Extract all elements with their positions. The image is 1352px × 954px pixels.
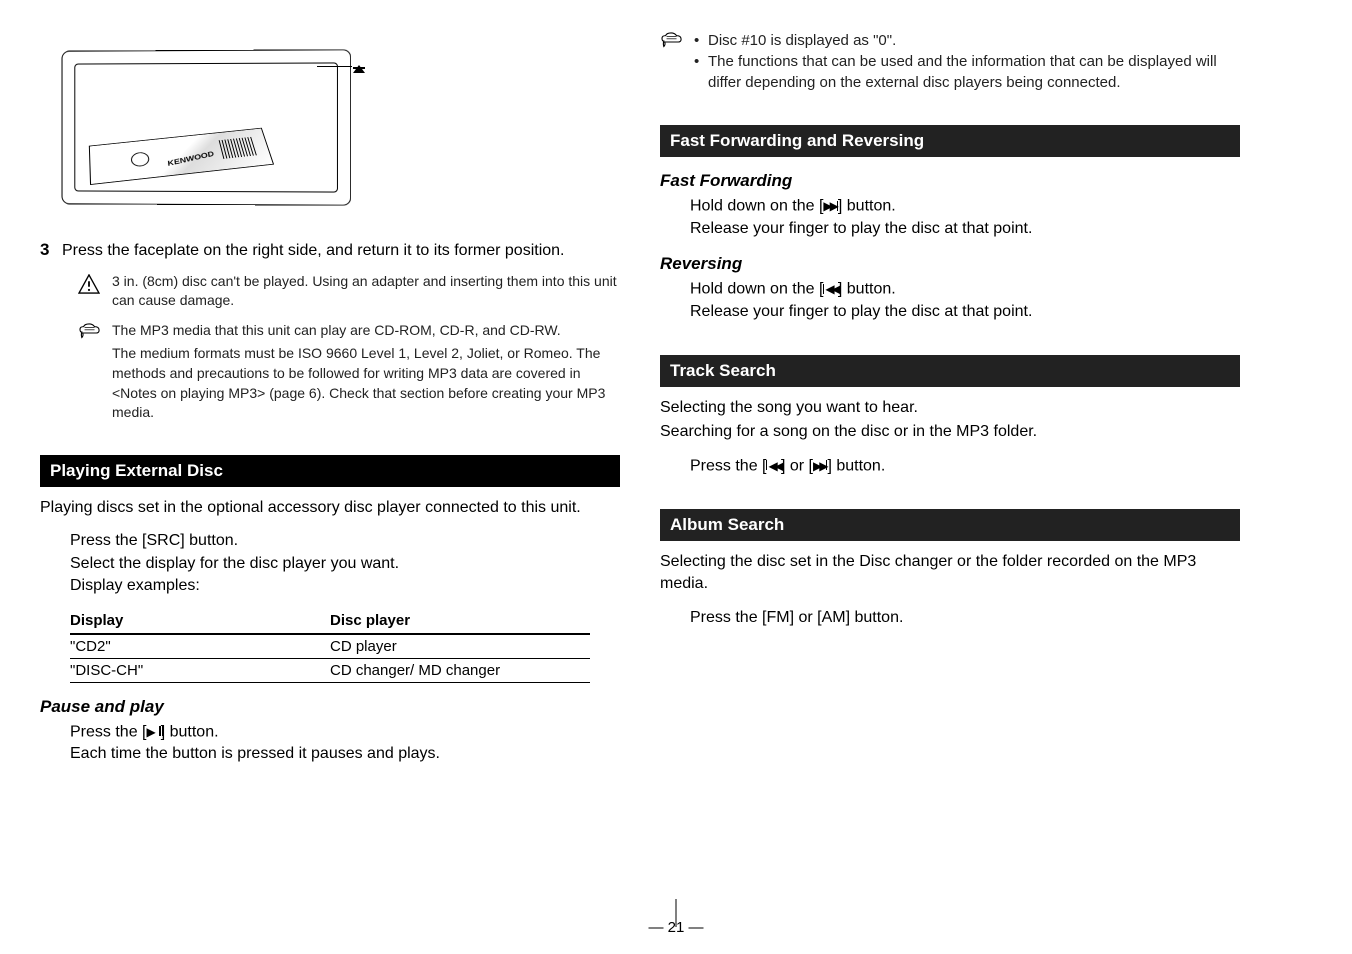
reversing-release: Release your finger to play the disc at … [690, 301, 1240, 323]
src-instruction-main: Press the [SRC] button. [70, 530, 620, 552]
info-text-b: The medium formats must be ISO 9660 Leve… [112, 344, 620, 422]
src-instruction-sub: Select the display for the disc player y… [70, 553, 620, 575]
device-brand-label: KENWOOD [166, 150, 215, 168]
table-cell-display: "DISC-CH" [70, 658, 330, 682]
step-3: 3 Press the faceplate on the right side,… [40, 240, 620, 262]
album-search-header: Album Search [660, 509, 1240, 541]
info-icon [660, 32, 684, 57]
pause-sub-line: Each time the button is pressed it pause… [70, 743, 620, 765]
page-number: — 21 — [648, 919, 703, 936]
warning-note: 3 in. (8cm) disc can't be played. Using … [78, 272, 620, 311]
page-container: KENWOOD 3 Press the faceplate on the rig… [40, 30, 1312, 776]
fastfwd-release: Release your finger to play the disc at … [690, 218, 1240, 240]
pause-press-line: Press the [] button. [70, 721, 620, 744]
eject-icon [353, 65, 365, 73]
playing-external-header: Playing External Disc [40, 455, 620, 487]
step-number-3: 3 [40, 240, 54, 260]
warning-text: 3 in. (8cm) disc can't be played. Using … [112, 272, 620, 311]
pause-play-heading: Pause and play [40, 697, 620, 717]
right-column: • Disc #10 is displayed as "0". • The fu… [660, 30, 1240, 776]
table-cell-display: "CD2" [70, 634, 330, 659]
top-info-note: • Disc #10 is displayed as "0". • The fu… [660, 30, 1240, 93]
reversing-instruction: Hold down on the [] button. Release your… [690, 278, 1240, 323]
fastfwd-instruction: Hold down on the [] button. Release your… [690, 195, 1240, 240]
album-search-press: Press the [FM] or [AM] button. [690, 607, 1240, 629]
table-col-player: Disc player [330, 608, 590, 634]
rewind-icon [823, 278, 837, 300]
display-table: Display Disc player "CD2" CD player "DIS… [70, 608, 590, 683]
pause-play-instruction: Press the [] button. Each time the butto… [70, 721, 620, 766]
rewind-icon [766, 455, 780, 477]
warning-icon [78, 274, 102, 299]
info-note: The MP3 media that this unit can play ar… [78, 321, 620, 423]
table-cell-player: CD player [330, 634, 590, 659]
album-search-instruction: Press the [FM] or [AM] button. [690, 607, 1240, 629]
track-search-intro2: Searching for a song on the disc or in t… [660, 421, 1240, 443]
play-pause-icon [146, 721, 160, 743]
reversing-subheading: Reversing [660, 254, 1240, 274]
track-search-header: Track Search [660, 355, 1240, 387]
info-text-a: The MP3 media that this unit can play ar… [112, 321, 620, 341]
info-icon [78, 323, 102, 348]
top-note-2: • The functions that can be used and the… [694, 51, 1240, 93]
track-search-intro1: Selecting the song you want to hear. [660, 397, 1240, 419]
fastfwd-header: Fast Forwarding and Reversing [660, 125, 1240, 157]
fast-forward-icon [823, 195, 837, 217]
track-search-instruction: Press the [] or [] button. [690, 455, 1240, 478]
fastfwd-subheading: Fast Forwarding [660, 171, 1240, 191]
step-3-text: Press the faceplate on the right side, a… [62, 240, 564, 262]
display-examples-label: Display examples: [70, 575, 620, 597]
src-instruction: Press the [SRC] button. Select the displ… [70, 530, 620, 597]
top-note-1: • Disc #10 is displayed as "0". [694, 30, 1240, 51]
fast-forward-icon [813, 455, 827, 477]
table-cell-player: CD changer/ MD changer [330, 658, 590, 682]
album-search-intro: Selecting the disc set in the Disc chang… [660, 551, 1240, 594]
device-illustration: KENWOOD [60, 30, 360, 210]
left-column: KENWOOD 3 Press the faceplate on the rig… [40, 30, 620, 776]
table-col-display: Display [70, 608, 330, 634]
table-row: "CD2" CD player [70, 634, 590, 659]
table-row: "DISC-CH" CD changer/ MD changer [70, 658, 590, 682]
playing-external-intro: Playing discs set in the optional access… [40, 497, 620, 519]
